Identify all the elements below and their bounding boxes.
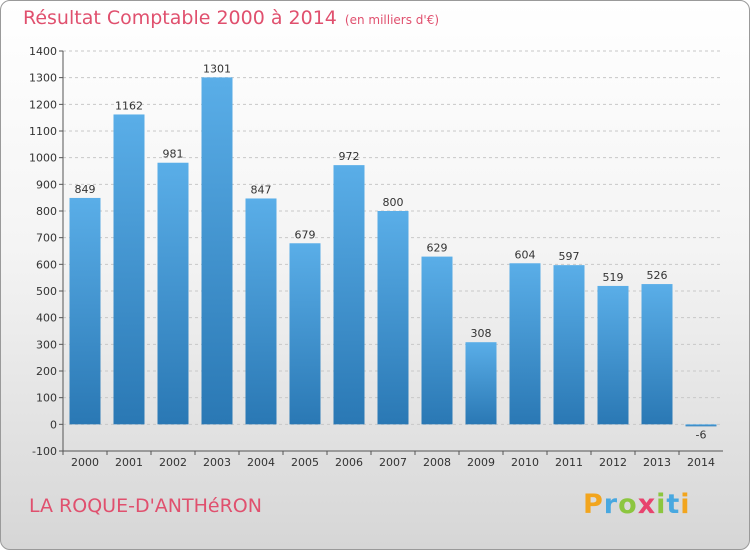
bar-2006: [333, 165, 365, 425]
proxiti-logo: Proxiti: [583, 489, 691, 520]
logo-letter: i: [656, 489, 667, 520]
y-tick-label: 300: [36, 338, 57, 351]
data-label-2007: 800: [383, 196, 404, 209]
x-tick-label: 2001: [115, 456, 143, 469]
data-label-2010: 604: [515, 248, 536, 261]
logo-letter: r: [603, 489, 619, 520]
y-tick-label: 500: [36, 285, 57, 298]
y-tick-label: 400: [36, 312, 57, 325]
data-label-2002: 981: [163, 148, 184, 161]
x-tick-label: 2002: [159, 456, 187, 469]
y-tick-label: 1000: [29, 152, 57, 165]
y-tick-label: 700: [36, 232, 57, 245]
x-tick-label: 2005: [291, 456, 319, 469]
x-tick-label: 2012: [599, 456, 627, 469]
x-tick-label: 2009: [467, 456, 495, 469]
x-tick-label: 2003: [203, 456, 231, 469]
x-tick-label: 2010: [511, 456, 539, 469]
data-label-2012: 519: [603, 271, 624, 284]
logo-letter: x: [637, 489, 657, 520]
data-label-2011: 597: [559, 250, 580, 263]
y-tick-label: 200: [36, 365, 57, 378]
bar-2011: [553, 265, 585, 425]
data-label-2001: 1162: [115, 99, 143, 112]
x-tick-label: 2007: [379, 456, 407, 469]
data-label-2013: 526: [647, 269, 668, 282]
x-tick-label: 2008: [423, 456, 451, 469]
bar-2003: [201, 77, 233, 425]
bar-2012: [597, 285, 629, 425]
data-labels: 849 1162 981 1301 847 679 972 800 629 308 604 597 51…: [75, 62, 707, 441]
logo-letter: o: [618, 489, 638, 520]
y-tick-label: 0: [50, 418, 57, 431]
bar-2007: [377, 211, 409, 425]
chart-title-text: Résultat Comptable 2000 à 2014: [23, 7, 337, 29]
data-label-2003: 1301: [203, 62, 231, 75]
logo-letter: t: [666, 489, 681, 520]
bar-2002: [157, 162, 189, 425]
chart-title: Résultat Comptable 2000 à 2014 (en millie…: [23, 7, 439, 29]
y-tick-label: 1300: [29, 72, 57, 85]
x-tick-label: 2006: [335, 456, 363, 469]
y-tick-label: 1200: [29, 98, 57, 111]
x-tick-label: 2004: [247, 456, 275, 469]
commune-name: LA ROQUE-D'ANTHéRON: [29, 495, 262, 517]
y-tick-label: 800: [36, 205, 57, 218]
x-tick-label: 2013: [643, 456, 671, 469]
data-label-2008: 629: [427, 242, 448, 255]
y-tick-label: 1400: [29, 45, 57, 58]
y-tick-label: -100: [32, 445, 57, 458]
bar-2010: [509, 263, 541, 425]
data-label-2009: 308: [471, 327, 492, 340]
x-tick-label: 2011: [555, 456, 583, 469]
y-tick-label: 1100: [29, 125, 57, 138]
bar-2001: [113, 114, 145, 425]
y-tick-label: 900: [36, 178, 57, 191]
y-tick-label: 600: [36, 258, 57, 271]
x-tick-label: 2014: [687, 456, 715, 469]
axes: -100 0 100 200 300 400 500 600 700 800 900 1000 1100…: [29, 45, 723, 469]
data-label-2006: 972: [339, 150, 360, 163]
bar-2004: [245, 198, 277, 425]
data-label-2000: 849: [75, 183, 96, 196]
bar-2008: [421, 256, 453, 425]
logo-letter: i: [680, 489, 691, 520]
bar-2009: [465, 342, 497, 425]
data-label-2014: -6: [696, 428, 707, 441]
bar-2014: [685, 424, 717, 427]
chart-subtitle: (en milliers d'€): [344, 13, 440, 27]
data-label-2005: 679: [295, 228, 316, 241]
bar-2005: [289, 243, 321, 425]
bar-2013: [641, 284, 673, 425]
y-tick-label: 100: [36, 392, 57, 405]
data-label-2004: 847: [251, 183, 272, 196]
x-tick-label: 2000: [71, 456, 99, 469]
logo-letter: P: [583, 489, 604, 520]
bars: [69, 77, 717, 427]
bar-2000: [69, 197, 101, 425]
